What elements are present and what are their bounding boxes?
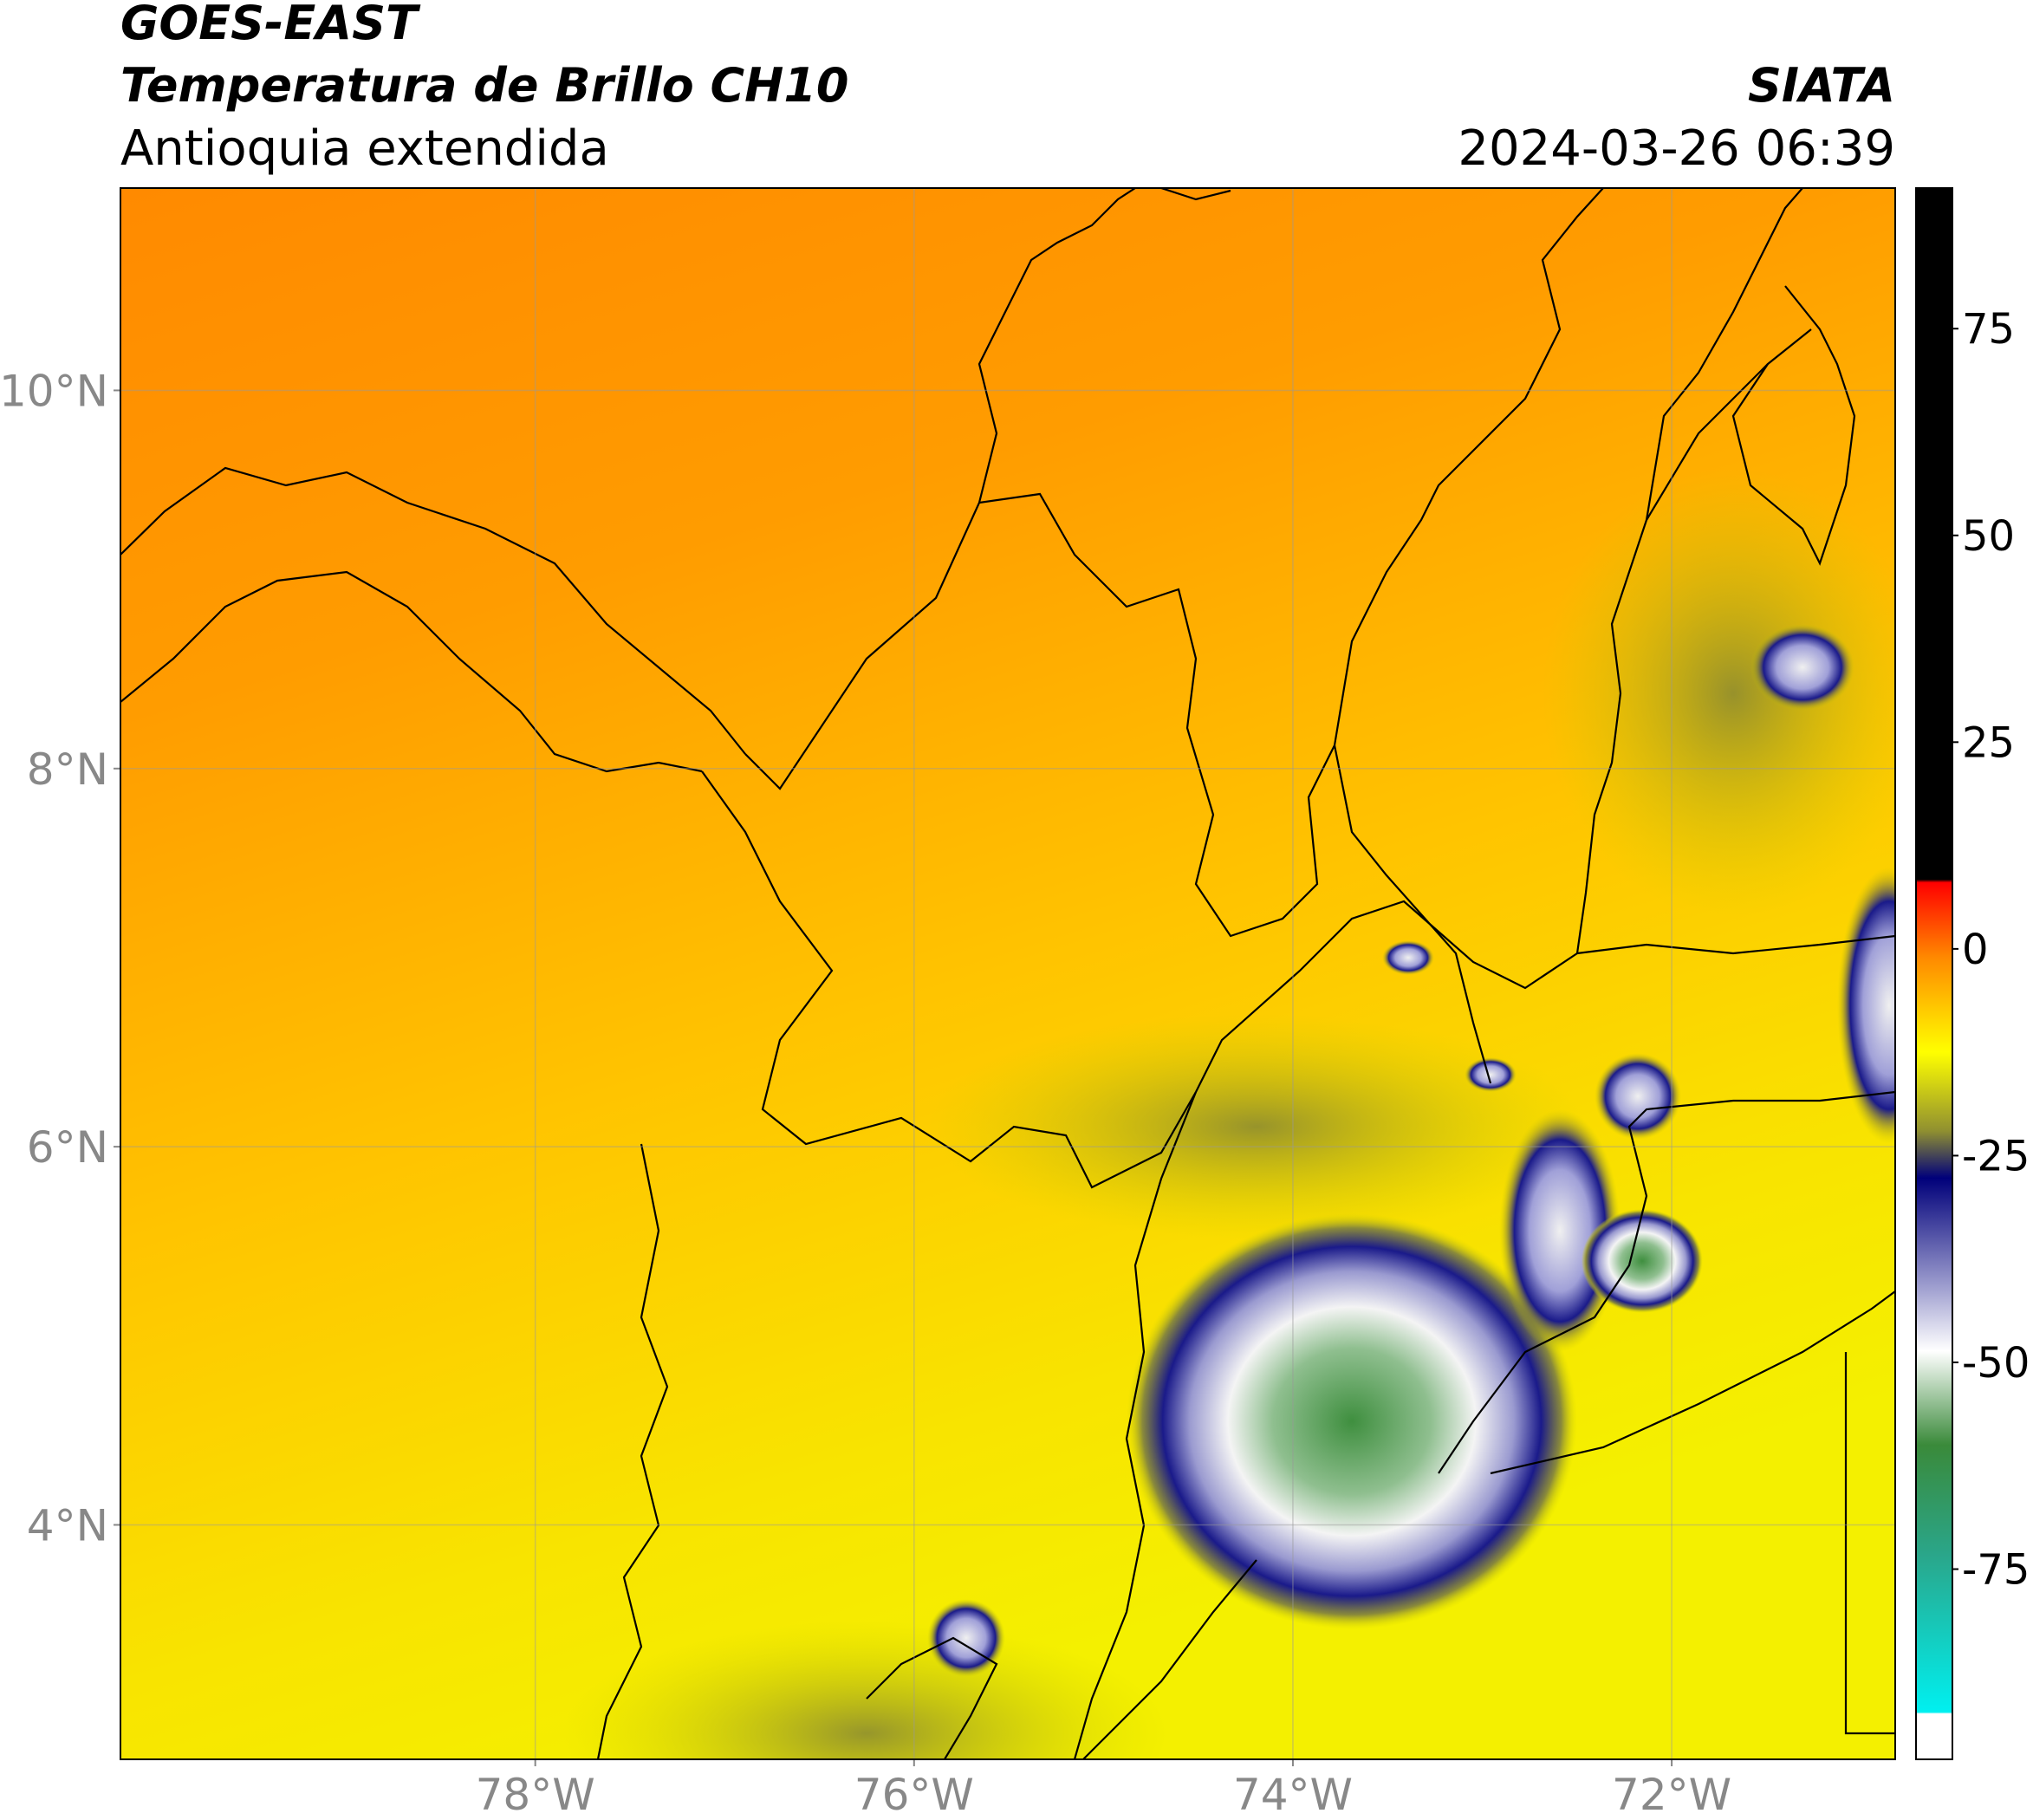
- map-frame: [120, 187, 1896, 1760]
- colorbar-tick-label: -25: [1962, 1132, 2030, 1180]
- colorbar-tick-label: 50: [1962, 512, 2015, 561]
- y-tick-label: 4°N: [27, 1500, 108, 1550]
- map-image: [120, 188, 1895, 1759]
- x-tick-label: 78°W: [476, 1770, 595, 1820]
- colorbar-tick-label: -50: [1962, 1339, 2030, 1388]
- region-title: Antioquia extendida: [120, 120, 609, 177]
- colorbar-tick-label: 0: [1962, 926, 1989, 974]
- satellite-title: GOES-EAST: [120, 0, 421, 50]
- colorbar-tick-label: -75: [1962, 1546, 2030, 1595]
- y-tick-label: 10°N: [0, 366, 108, 416]
- x-tick-label: 72°W: [1612, 1770, 1731, 1820]
- y-tick-label: 8°N: [27, 744, 108, 795]
- y-tick-label: 6°N: [27, 1122, 108, 1173]
- agency: SIATA: [1748, 58, 1895, 113]
- colorbar: [1915, 187, 1953, 1760]
- datetime: 2024-03-26 06:39: [1458, 120, 1895, 177]
- x-tick-label: 74°W: [1233, 1770, 1353, 1820]
- colorbar-tick-label: 25: [1962, 718, 2015, 767]
- axes: 78°W 76°W 74°W 72°W 4°N 6°N 8°N 10°N -75 -50 -25 0 2…: [0, 188, 2030, 1820]
- colorbar-tick-label: 75: [1962, 305, 2015, 354]
- x-tick-label: 76°W: [854, 1770, 974, 1820]
- product-title: Temperatura de Brillo CH10: [120, 58, 849, 113]
